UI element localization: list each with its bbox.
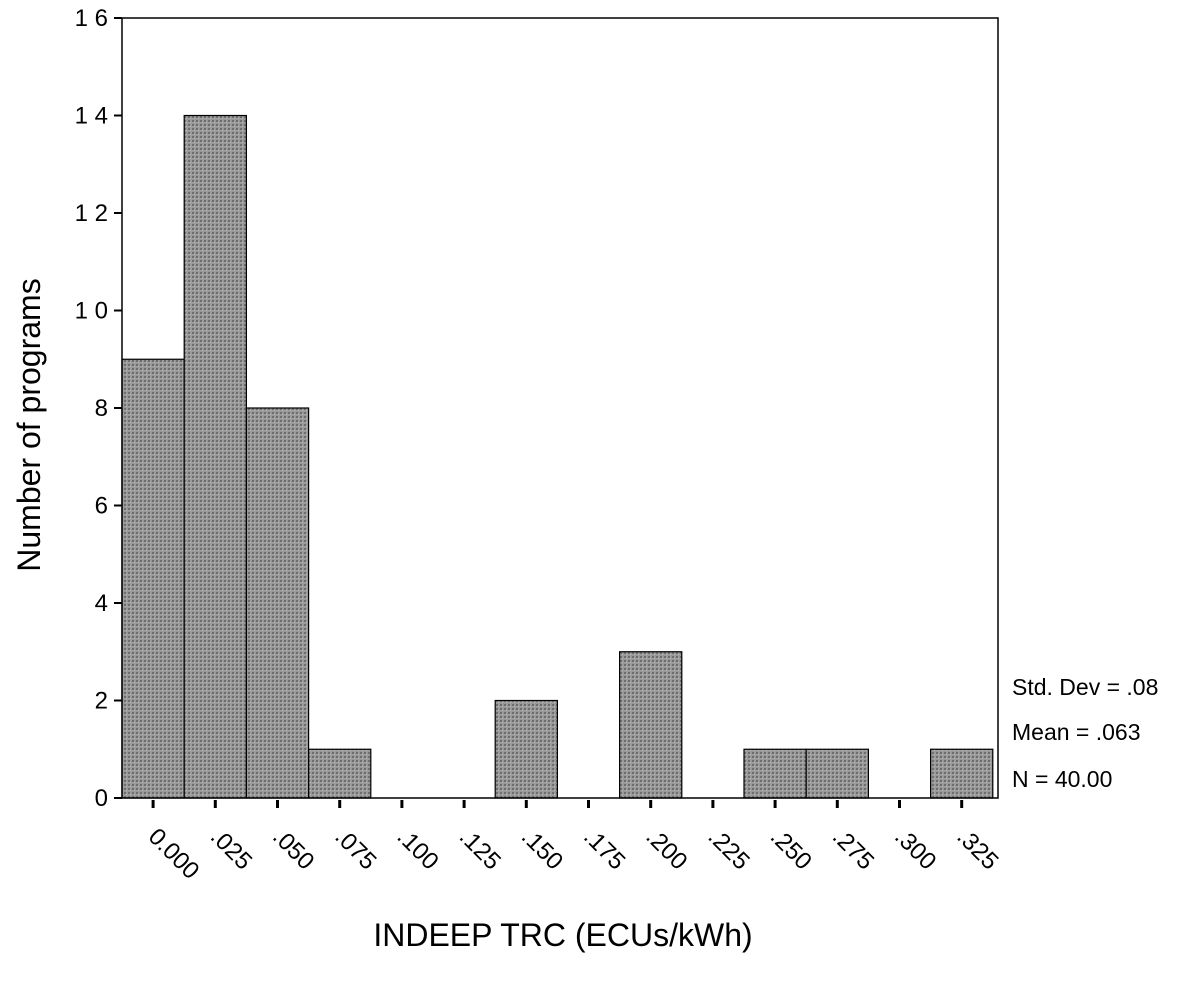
y-tick-label: 4 <box>95 590 108 617</box>
y-tick-label: 0 <box>95 785 108 812</box>
x-tick-label: .275 <box>827 823 879 875</box>
x-tick-label: .250 <box>765 823 817 875</box>
y-axis: 0 2 4 6 8 1 0 1 2 1 4 1 6 <box>75 5 122 812</box>
y-tick-label: 2 <box>95 688 108 715</box>
y-tick-label: 1 0 <box>75 298 108 325</box>
x-tick-label: .025 <box>205 823 257 875</box>
y-tick-label: 6 <box>95 493 108 520</box>
summary-statistics: Std. Dev = .08 Mean = .063 N = 40.00 <box>1012 674 1158 792</box>
x-tick-label: .125 <box>454 823 506 875</box>
bar-.075 <box>308 748 372 799</box>
x-tick-label: .325 <box>951 823 1003 875</box>
bar-.275 <box>805 748 870 799</box>
x-tick-label: .075 <box>329 823 381 875</box>
y-tick-label: 1 4 <box>75 103 108 130</box>
y-tick-label: 8 <box>95 395 108 422</box>
y-tick-label: 1 6 <box>75 5 108 32</box>
x-tick-label: .200 <box>640 823 692 875</box>
bars-group <box>121 114 994 799</box>
x-tick-label: 0.000 <box>143 823 205 885</box>
y-axis-title: Number of programs <box>11 278 47 571</box>
x-tick-label: .050 <box>267 823 319 875</box>
x-tick-label: .150 <box>516 823 568 875</box>
n-stat: N = 40.00 <box>1012 766 1112 792</box>
bar-.325 <box>929 748 994 799</box>
x-axis: 0.000.025.050.075.100.125.150.175.200.22… <box>143 800 1004 885</box>
bar-.025 <box>183 114 247 799</box>
x-tick-label: .300 <box>889 823 941 875</box>
mean-stat: Mean = .063 <box>1012 719 1141 745</box>
bar-.000 <box>121 358 185 799</box>
x-tick-label: .100 <box>392 823 444 875</box>
std-dev-stat: Std. Dev = .08 <box>1012 674 1158 700</box>
bar-.050 <box>245 407 310 799</box>
x-tick-label: .225 <box>703 823 755 875</box>
bar-.150 <box>494 699 559 799</box>
x-tick-label: .175 <box>578 823 630 875</box>
bar-.250 <box>743 748 807 799</box>
x-axis-title: INDEEP TRC (ECUs/kWh) <box>373 917 752 953</box>
bar-.200 <box>618 651 683 799</box>
y-tick-label: 1 2 <box>75 200 108 227</box>
